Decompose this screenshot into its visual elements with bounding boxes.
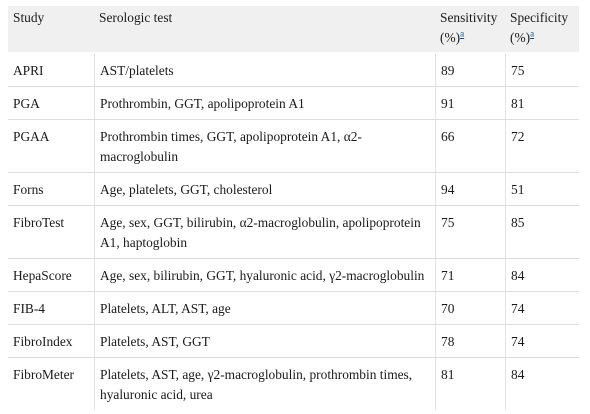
cell-specificity: 74 <box>505 325 579 358</box>
table-row: Forns Age, platelets, GGT, cholesterol 9… <box>8 173 579 206</box>
cell-sensitivity: 94 <box>435 173 505 206</box>
table-header-row: Study Serologic test Sensitivity (%)a Sp… <box>8 6 579 54</box>
table-row: FibroTest Age, sex, GGT, bilirubin, α2-m… <box>8 206 579 259</box>
cell-specificity: 51 <box>505 173 579 206</box>
cell-study: FIB-4 <box>8 292 94 325</box>
cell-serologic-test: Prothrombin, GGT, apolipoprotein A1 <box>94 87 435 120</box>
cell-serologic-test: Platelets, AST, age, γ2-macroglobulin, p… <box>94 358 435 410</box>
cell-study: FibroTest <box>8 206 94 259</box>
serologic-tests-table: Study Serologic test Sensitivity (%)a Sp… <box>8 6 579 410</box>
cell-specificity: 72 <box>505 120 579 173</box>
cell-study: APRI <box>8 54 94 87</box>
footnote-link-specificity[interactable]: a <box>530 28 535 39</box>
cell-sensitivity: 66 <box>435 120 505 173</box>
cell-specificity: 84 <box>505 358 579 410</box>
table-row: HepaScore Age, sex, bilirubin, GGT, hyal… <box>8 259 579 292</box>
cell-specificity: 85 <box>505 206 579 259</box>
cell-study: FibroIndex <box>8 325 94 358</box>
table-row: PGA Prothrombin, GGT, apolipoprotein A1 … <box>8 87 579 120</box>
header-study: Study <box>8 6 94 54</box>
cell-serologic-test: Platelets, AST, GGT <box>94 325 435 358</box>
cell-sensitivity: 91 <box>435 87 505 120</box>
cell-specificity: 84 <box>505 259 579 292</box>
table-row: APRI AST/platelets 89 75 <box>8 54 579 87</box>
cell-serologic-test: Age, sex, GGT, bilirubin, α2-macroglobul… <box>94 206 435 259</box>
cell-serologic-test: Age, sex, bilirubin, GGT, hyaluronic aci… <box>94 259 435 292</box>
cell-specificity: 74 <box>505 292 579 325</box>
cell-serologic-test: Platelets, ALT, AST, age <box>94 292 435 325</box>
cell-specificity: 75 <box>505 54 579 87</box>
header-specificity-unit: (%) <box>510 30 531 45</box>
table-row: FIB-4 Platelets, ALT, AST, age 70 74 <box>8 292 579 325</box>
cell-study: Forns <box>8 173 94 206</box>
header-serologic-test: Serologic test <box>94 6 435 54</box>
cell-sensitivity: 89 <box>435 54 505 87</box>
cell-sensitivity: 78 <box>435 325 505 358</box>
table-row: FibroIndex Platelets, AST, GGT 78 74 <box>8 325 579 358</box>
cell-serologic-test: Age, platelets, GGT, cholesterol <box>94 173 435 206</box>
footnote-link-sensitivity[interactable]: a <box>460 28 465 39</box>
cell-study: FibroMeter <box>13 367 74 382</box>
cell-study: HepaScore <box>8 259 94 292</box>
table-row: PGAA Prothrombin times, GGT, apolipoprot… <box>8 120 579 173</box>
cell-specificity: 81 <box>505 87 579 120</box>
cell-sensitivity: 81 <box>435 358 505 410</box>
cell-study: PGAA <box>8 120 94 173</box>
cell-sensitivity: 71 <box>435 259 505 292</box>
table-row: FibroMeter Platelets, AST, age, γ2-macro… <box>8 358 579 410</box>
header-sensitivity-unit: (%) <box>440 30 461 45</box>
header-sensitivity-title: Sensitivity <box>440 10 498 25</box>
header-specificity-title: Specificity <box>510 10 569 25</box>
cell-serologic-test: Prothrombin times, GGT, apolipoprotein A… <box>94 120 435 173</box>
cell-sensitivity: 75 <box>435 206 505 259</box>
cell-study: PGA <box>8 87 94 120</box>
cell-serologic-test: AST/platelets <box>94 54 435 87</box>
cell-sensitivity: 70 <box>435 292 505 325</box>
header-specificity: Specificity (%)a <box>505 6 579 54</box>
header-sensitivity: Sensitivity (%)a <box>435 6 505 54</box>
